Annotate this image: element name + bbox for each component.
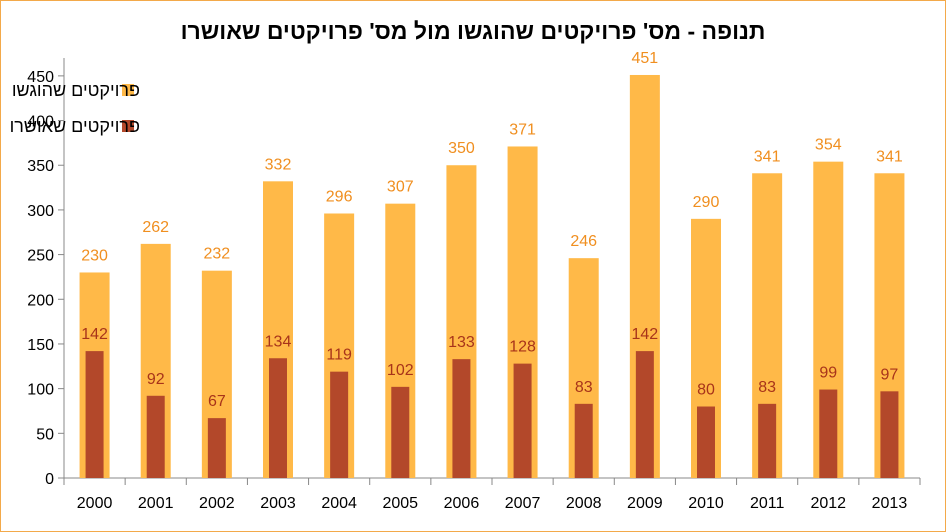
y-tick-label: 350 bbox=[27, 158, 54, 175]
legend-swatch-approved bbox=[122, 120, 134, 132]
data-label-submitted: 354 bbox=[815, 137, 842, 154]
data-label-approved: 99 bbox=[819, 365, 837, 382]
y-tick-label: 200 bbox=[27, 292, 54, 309]
bar-approved bbox=[758, 403, 777, 478]
data-label-approved: 133 bbox=[448, 334, 475, 351]
y-tick-label: 250 bbox=[27, 248, 54, 265]
bar-approved bbox=[452, 359, 471, 478]
legend-label-approved: פרויקטים שאושרו bbox=[10, 116, 140, 136]
bar-approved bbox=[880, 391, 899, 478]
bar-approved bbox=[819, 389, 838, 478]
data-label-submitted: 341 bbox=[754, 148, 781, 165]
x-tick-label: 2010 bbox=[688, 495, 724, 512]
bar-approved bbox=[146, 395, 165, 478]
data-label-approved: 92 bbox=[147, 371, 165, 388]
bar-approved bbox=[574, 403, 593, 478]
y-tick-label: 50 bbox=[36, 426, 54, 443]
data-label-submitted: 230 bbox=[81, 247, 108, 264]
data-label-approved: 83 bbox=[575, 379, 593, 396]
data-label-submitted: 332 bbox=[265, 156, 292, 173]
y-tick-label: 400 bbox=[27, 114, 54, 131]
x-tick-label: 2006 bbox=[444, 495, 480, 512]
data-label-approved: 119 bbox=[326, 347, 352, 364]
y-tick-label: 450 bbox=[27, 69, 54, 86]
x-tick-label: 2008 bbox=[566, 495, 602, 512]
legend-label-submitted: פרויקטים שהוגשו bbox=[12, 80, 140, 100]
data-label-approved: 80 bbox=[697, 382, 715, 399]
data-label-submitted: 350 bbox=[448, 140, 475, 157]
data-label-approved: 67 bbox=[208, 393, 226, 410]
x-tick-label: 2002 bbox=[199, 495, 235, 512]
data-label-submitted: 307 bbox=[387, 179, 414, 196]
x-tick-label: 2009 bbox=[627, 495, 663, 512]
data-label-submitted: 290 bbox=[693, 194, 720, 211]
x-tick-label: 2011 bbox=[750, 495, 785, 512]
data-label-submitted: 371 bbox=[509, 121, 536, 138]
x-tick-label: 2005 bbox=[382, 495, 418, 512]
data-label-approved: 142 bbox=[81, 326, 108, 343]
bar-approved bbox=[269, 358, 287, 478]
data-label-submitted: 246 bbox=[570, 233, 597, 250]
data-label-approved: 83 bbox=[758, 379, 776, 396]
bar-approved bbox=[697, 406, 715, 478]
data-label-approved: 128 bbox=[509, 339, 536, 356]
data-label-approved: 142 bbox=[632, 326, 659, 343]
bar-approved bbox=[635, 351, 654, 478]
data-label-submitted: 232 bbox=[204, 246, 231, 263]
data-labels: 230 142 262 92 232 67 332 134 296 119 307 102 350 133… bbox=[81, 50, 903, 410]
y-tick-label: 100 bbox=[27, 382, 54, 399]
x-tick-label: 2000 bbox=[77, 495, 113, 512]
bar-approved bbox=[207, 418, 226, 478]
y-tick-label: 150 bbox=[27, 337, 54, 354]
data-label-submitted: 296 bbox=[326, 188, 353, 205]
data-label-submitted: 341 bbox=[876, 148, 903, 165]
bars bbox=[79, 74, 905, 478]
bar-approved bbox=[330, 371, 349, 478]
data-label-approved: 102 bbox=[387, 362, 414, 379]
x-tick-label: 2003 bbox=[260, 495, 296, 512]
x-tick-label: 2012 bbox=[810, 495, 846, 512]
data-label-approved: 97 bbox=[881, 366, 899, 383]
x-tick-label: 2007 bbox=[505, 495, 541, 512]
x-tick-label: 2013 bbox=[872, 495, 908, 512]
bar-approved bbox=[85, 351, 104, 478]
x-tick-label: 2004 bbox=[321, 495, 357, 512]
y-tick-label: 0 bbox=[45, 471, 54, 488]
y-tick-label: 300 bbox=[27, 203, 54, 220]
legend-swatch-submitted bbox=[122, 84, 134, 96]
bar-approved bbox=[513, 363, 532, 478]
x-tick-label: 2001 bbox=[138, 495, 174, 512]
bar-approved bbox=[391, 386, 410, 478]
data-label-submitted: 262 bbox=[142, 219, 169, 236]
data-label-approved: 134 bbox=[265, 333, 292, 350]
chart-title: תנופה - מס' פרויקטים שהוגשו מול מס' פרוי… bbox=[180, 18, 766, 44]
legend: פרויקטים שהוגשו פרויקטים שאושרו bbox=[10, 80, 140, 136]
data-label-submitted: 451 bbox=[632, 50, 659, 67]
